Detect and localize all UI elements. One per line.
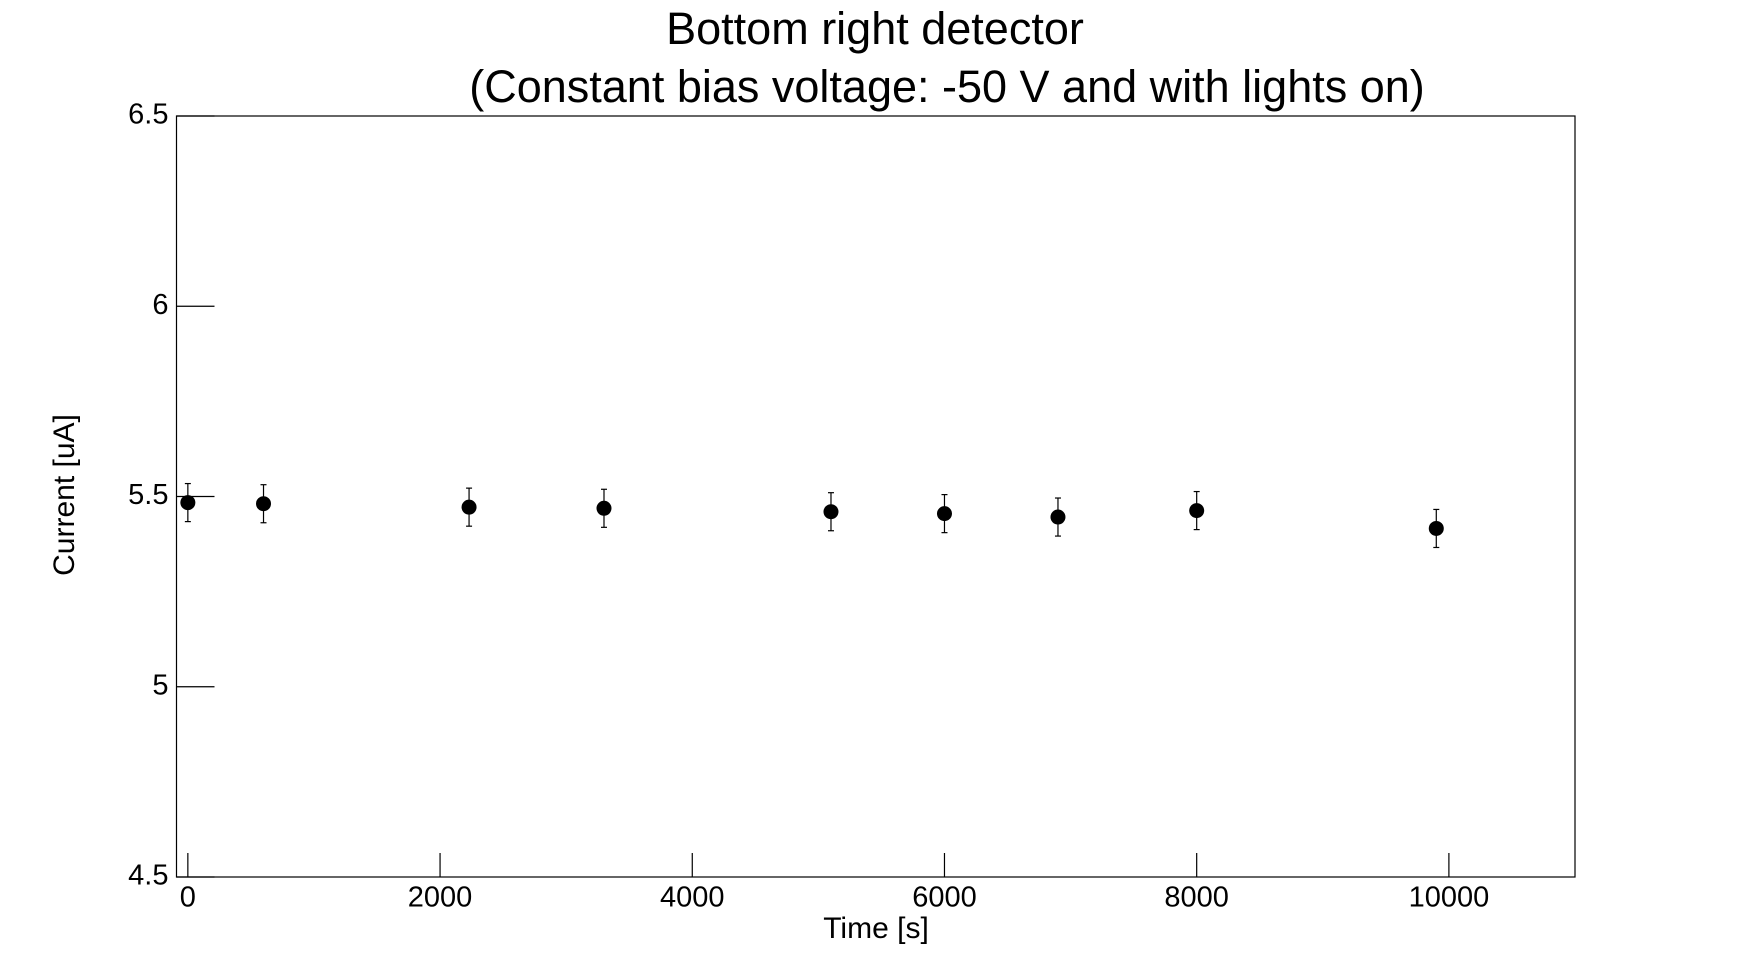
data-point [936,506,952,522]
data-point [1189,503,1205,519]
data-point [256,496,272,512]
data-point [1428,520,1444,536]
plot-frame [175,115,1576,878]
data-point [1050,509,1066,525]
y-axis-title: Current [uA] [48,414,81,576]
data-point [596,500,612,516]
x-tick-label: 6000 [912,882,977,914]
chart-title: Bottom right detector [666,3,1084,54]
data-point [823,504,839,520]
y-tick-label: 5.5 [128,479,168,511]
y-tick-label: 6.5 [128,99,168,131]
x-tick-label: 0 [180,882,196,914]
data-point [461,499,477,515]
x-tick-label: 2000 [408,882,473,914]
y-tick-label: 4.5 [128,860,168,892]
x-tick-label: 8000 [1164,882,1229,914]
x-axis-title: Time [s] [823,912,929,945]
y-tick-label: 6 [152,289,168,321]
x-tick-label: 4000 [660,882,725,914]
chart-subtitle: (Constant bias voltage: -50 V and with l… [469,61,1425,112]
data-point [180,495,196,511]
x-tick-label: 10000 [1409,882,1490,914]
y-tick-label: 5 [152,669,168,701]
